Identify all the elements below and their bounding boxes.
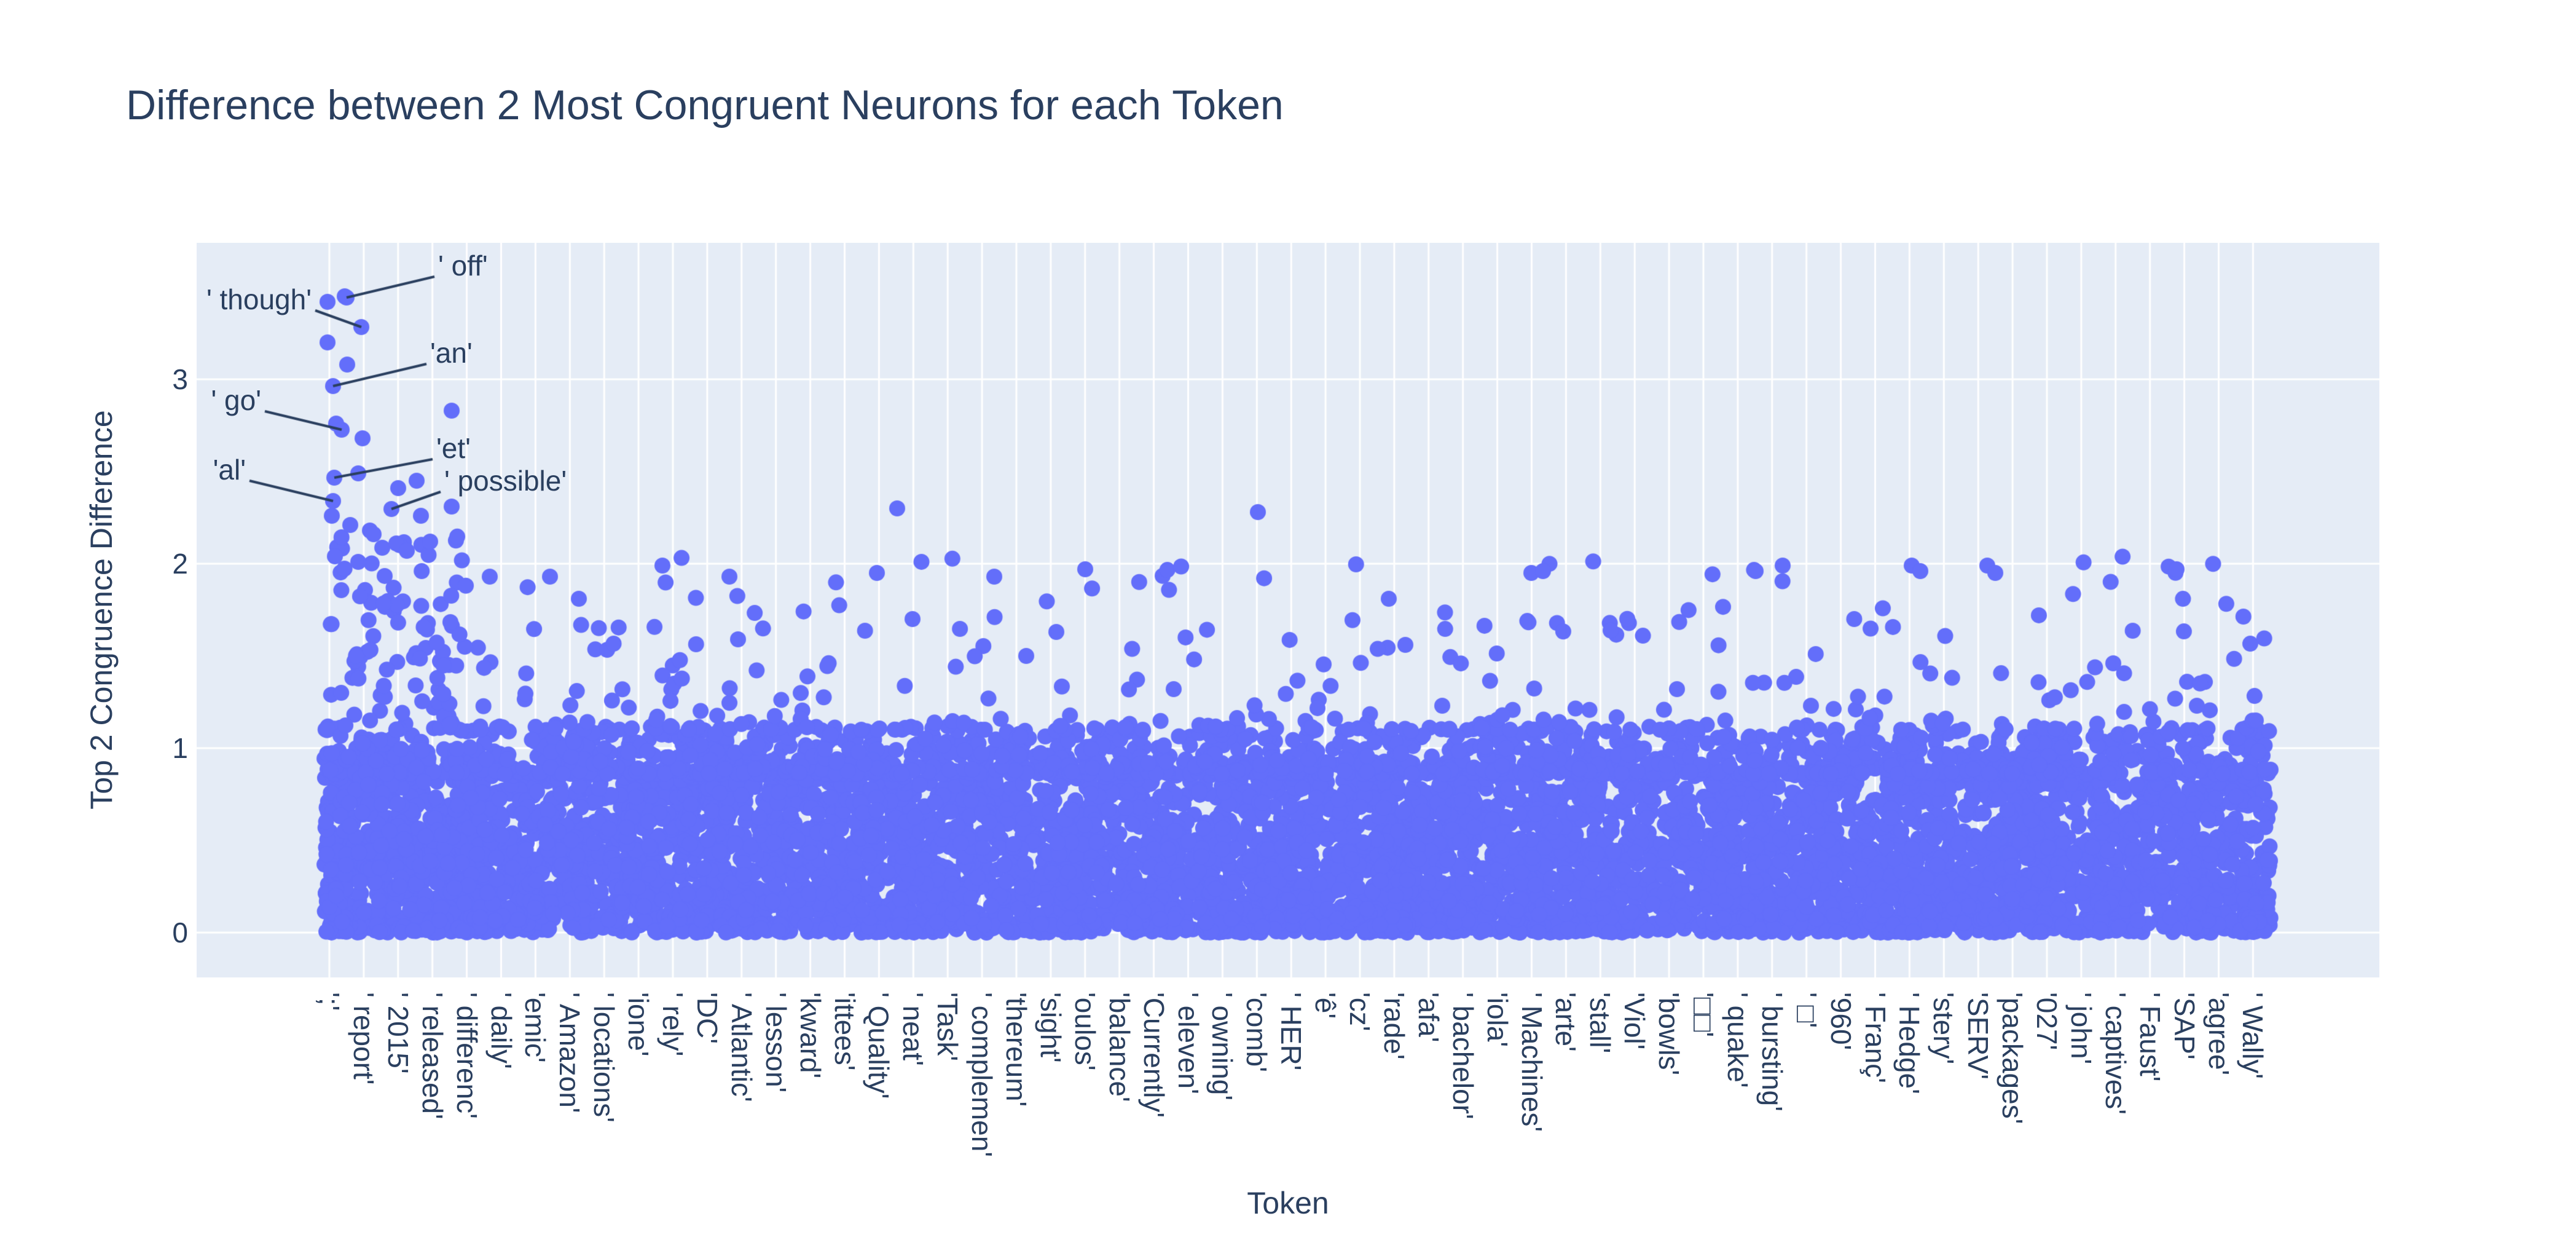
- x-tick-label: ' complemen': [966, 992, 999, 1158]
- x-tick-label: '□□': [1687, 992, 1719, 1038]
- x-tick-label: '960': [1824, 992, 1857, 1051]
- annotation-label: 'et': [436, 432, 471, 464]
- x-tick-label: 'SAP': [2168, 992, 2201, 1060]
- x-tick-label: ' Amazon': [554, 992, 586, 1113]
- x-tick-label: ' Faust': [2134, 992, 2166, 1082]
- x-tick-label: ' released': [416, 992, 449, 1119]
- x-tick-label: 'DC': [691, 992, 723, 1044]
- x-tick-label: 'afa': [1412, 992, 1445, 1043]
- annotation-label: ' go': [211, 384, 261, 416]
- x-tick-label: ';': [313, 992, 345, 1011]
- x-tick-label: 'ione': [622, 992, 655, 1057]
- y-tick-label: 0: [172, 917, 188, 949]
- x-tick-label: ' Wally': [2237, 992, 2269, 1079]
- x-tick-label: 'Task': [932, 992, 964, 1062]
- x-tick-label: 'comb': [1241, 992, 1273, 1073]
- x-tick-label: 'Currently': [1137, 992, 1170, 1118]
- x-tick-label: ' john': [2065, 992, 2097, 1065]
- plot-area[interactable]: [197, 243, 2379, 977]
- x-tick-label: ' report': [347, 992, 380, 1085]
- y-tick-label: 3: [172, 363, 188, 395]
- x-tick-label: ' bursting': [1756, 992, 1788, 1111]
- x-tick-label: 'arte': [1550, 992, 1582, 1052]
- x-tick-label: ' □': [1790, 992, 1823, 1028]
- x-tick-label: ' eleven': [1172, 992, 1204, 1094]
- x-tick-label: ' owning': [1206, 992, 1239, 1101]
- scatter-canvas[interactable]: [197, 243, 2379, 977]
- annotation-label: ' possible': [444, 465, 567, 497]
- x-tick-label: 'SERV': [1962, 992, 1995, 1079]
- x-tick-label: 'Viol': [1619, 992, 1651, 1050]
- x-tick-label: 'bowls': [1653, 992, 1686, 1076]
- x-tick-label: 'stall': [1584, 992, 1617, 1054]
- x-tick-label: 'oulos': [1069, 992, 1101, 1071]
- chart-title: Difference between 2 Most Congruent Neur…: [126, 82, 1284, 128]
- x-tick-label: 'rade': [1378, 992, 1410, 1060]
- annotation-label: 'an': [430, 337, 473, 369]
- x-tick-label: ' Quality': [863, 992, 895, 1099]
- x-tick-label: 'emic': [519, 992, 552, 1063]
- y-tick-label: 2: [172, 548, 188, 580]
- x-tick-label: '027': [2031, 992, 2063, 1051]
- annotation-label: ' though': [206, 283, 312, 315]
- annotation-label: ' off': [438, 250, 488, 282]
- x-axis-title: Token: [1247, 1186, 1329, 1220]
- x-tick-label: ' differenc': [450, 992, 483, 1119]
- x-tick-label: ' Franç': [1859, 992, 1891, 1083]
- x-tick-label: ' daily': [485, 992, 517, 1069]
- x-tick-label: 'kward': [794, 992, 827, 1079]
- x-tick-label: ' Machines': [1515, 992, 1548, 1132]
- x-tick-label: 'ê': [1310, 992, 1342, 1019]
- x-tick-label: ' lesson': [760, 992, 792, 1093]
- x-tick-label: ' HER': [1275, 992, 1308, 1071]
- x-tick-label: 'agree': [2202, 992, 2235, 1076]
- x-tick-label: 'balance': [1103, 992, 1136, 1102]
- x-tick-label: 'iola': [1481, 992, 1514, 1048]
- y-axis-title: Top 2 Congruence Difference: [84, 410, 119, 810]
- x-tick-label: 'sight': [1034, 992, 1067, 1063]
- x-tick-label: ' captives': [2099, 992, 2132, 1115]
- x-tick-label: ' quake': [1721, 992, 1754, 1088]
- x-tick-label: 'cz': [1344, 992, 1376, 1032]
- x-tick-label: 'stery': [1928, 992, 1960, 1065]
- x-tick-label: 'thereum': [1000, 992, 1032, 1107]
- x-tick-label: ' 2015': [382, 992, 414, 1074]
- x-tick-label: 'packages': [1997, 992, 2029, 1124]
- x-tick-label: ' Hedge': [1893, 992, 1926, 1094]
- x-tick-label: ' Atlantic': [725, 992, 758, 1102]
- x-tick-label: ' neat': [897, 992, 930, 1066]
- x-tick-label: ' bachelor': [1447, 992, 1479, 1119]
- x-tick-label: 'ittees': [828, 992, 861, 1071]
- x-tick-label: ' rely': [657, 992, 689, 1057]
- annotation-label: 'al': [213, 454, 246, 486]
- y-tick-label: 1: [172, 732, 188, 764]
- x-tick-label: ' locations': [588, 992, 621, 1123]
